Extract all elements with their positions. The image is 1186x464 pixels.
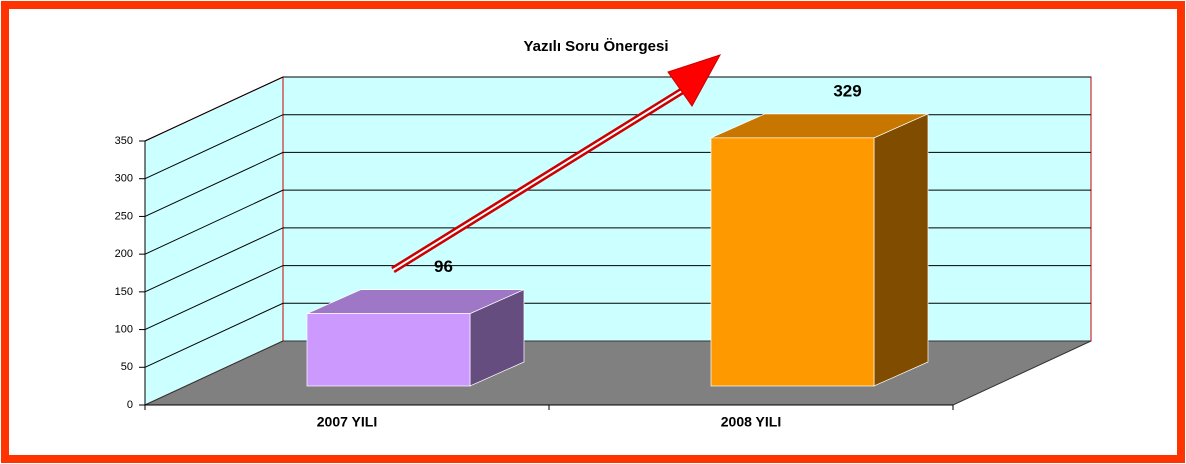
data-label: 329	[833, 81, 861, 100]
chart-title: Yazılı Soru Önergesi	[523, 38, 668, 55]
bar	[710, 137, 875, 387]
x-tick-label: 2008 YILI	[721, 414, 781, 430]
floor	[144, 340, 1092, 406]
bar	[306, 313, 471, 387]
bar-side	[873, 113, 929, 387]
y-tick-label: 0	[127, 399, 133, 411]
x-tick-label: 2007 YILI	[317, 414, 377, 430]
y-tick-label: 300	[115, 173, 133, 185]
data-label: 96	[434, 257, 453, 276]
y-tick-label: 200	[115, 248, 133, 260]
y-tick-label: 50	[121, 361, 133, 373]
y-tick-label: 350	[115, 135, 133, 147]
grid-line	[144, 76, 1091, 142]
arrow	[391, 54, 722, 273]
y-tick-label: 150	[115, 286, 133, 298]
y-tick-label: 250	[115, 210, 133, 222]
y-tick-label: 100	[115, 323, 133, 335]
walls	[144, 76, 1092, 406]
